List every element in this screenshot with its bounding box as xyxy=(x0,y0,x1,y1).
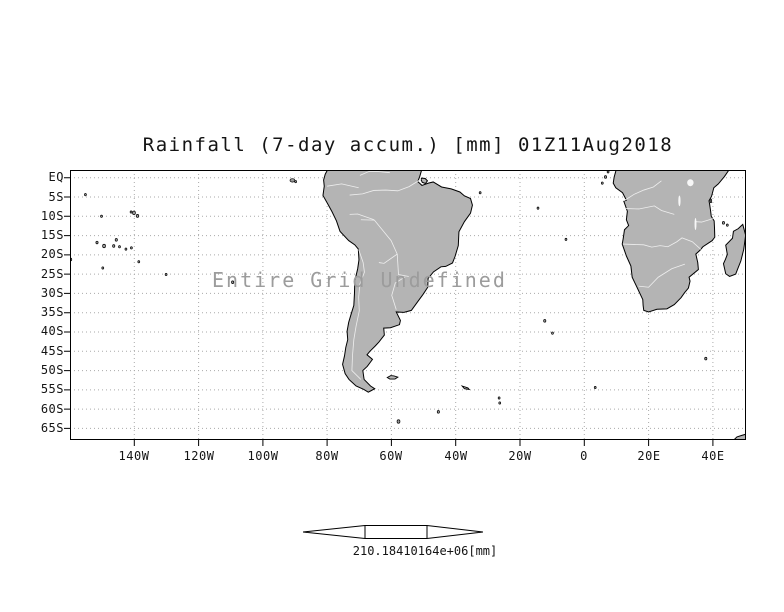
lon-tick-label: 120W xyxy=(183,449,215,463)
map-plot xyxy=(64,170,746,446)
lakes-group xyxy=(678,179,697,231)
marajo-island xyxy=(421,178,427,183)
lon-tick-label: 100W xyxy=(247,449,279,463)
indian-ocean-islands-group xyxy=(705,199,729,360)
lat-tick-label: 35S xyxy=(40,305,64,319)
lon-tick-marks xyxy=(133,440,714,446)
antarctica-coast-sliver xyxy=(732,434,746,440)
south-georgia-island xyxy=(462,386,469,389)
lat-tick-label: 30S xyxy=(40,286,64,300)
lat-tick-label: 25S xyxy=(40,267,64,281)
lat-tick-label: 65S xyxy=(40,421,64,435)
lat-tick-label: 50S xyxy=(40,363,64,377)
lon-tick-label: 20W xyxy=(508,449,532,463)
lon-tick-label: 40W xyxy=(444,449,468,463)
plot-border xyxy=(70,170,746,440)
lat-tick-label: 15S xyxy=(40,228,64,242)
lat-tick-label: 10S xyxy=(40,209,64,223)
lat-tick-label: 60S xyxy=(40,402,64,416)
lat-tick-label: EQ xyxy=(48,170,64,184)
lon-tick-label: 140W xyxy=(118,449,150,463)
falkland-islands xyxy=(387,376,398,379)
map-interior-lines xyxy=(327,172,714,380)
lon-tick-label: 40E xyxy=(701,449,725,463)
lon-tick-label: 80W xyxy=(315,449,339,463)
lat-tick-marks xyxy=(64,177,70,429)
lat-tick-label: 45S xyxy=(40,344,64,358)
plot-title: Rainfall (7-day accum.) [mm] 01Z11Aug201… xyxy=(142,134,674,156)
lat-tick-label: 5S xyxy=(48,190,64,204)
colorbar xyxy=(303,525,483,539)
pacific-islands-group xyxy=(70,179,297,284)
madagascar-island xyxy=(723,224,745,276)
lat-tick-label: 40S xyxy=(40,324,64,338)
lon-tick-label: 0 xyxy=(580,449,588,463)
lon-tick-label: 60W xyxy=(379,449,403,463)
lat-tick-label: 20S xyxy=(40,247,64,261)
atlantic-islands-group xyxy=(397,171,609,423)
lon-tick-label: 20E xyxy=(637,449,661,463)
colorbar-shape xyxy=(303,525,483,539)
africa-landmass xyxy=(613,170,729,312)
colorbar-label: 210.18410164e+06[mm] xyxy=(352,544,498,558)
lat-tick-label: 55S xyxy=(40,382,64,396)
undefined-grid-message: Entire Grid Undefined xyxy=(212,268,507,292)
